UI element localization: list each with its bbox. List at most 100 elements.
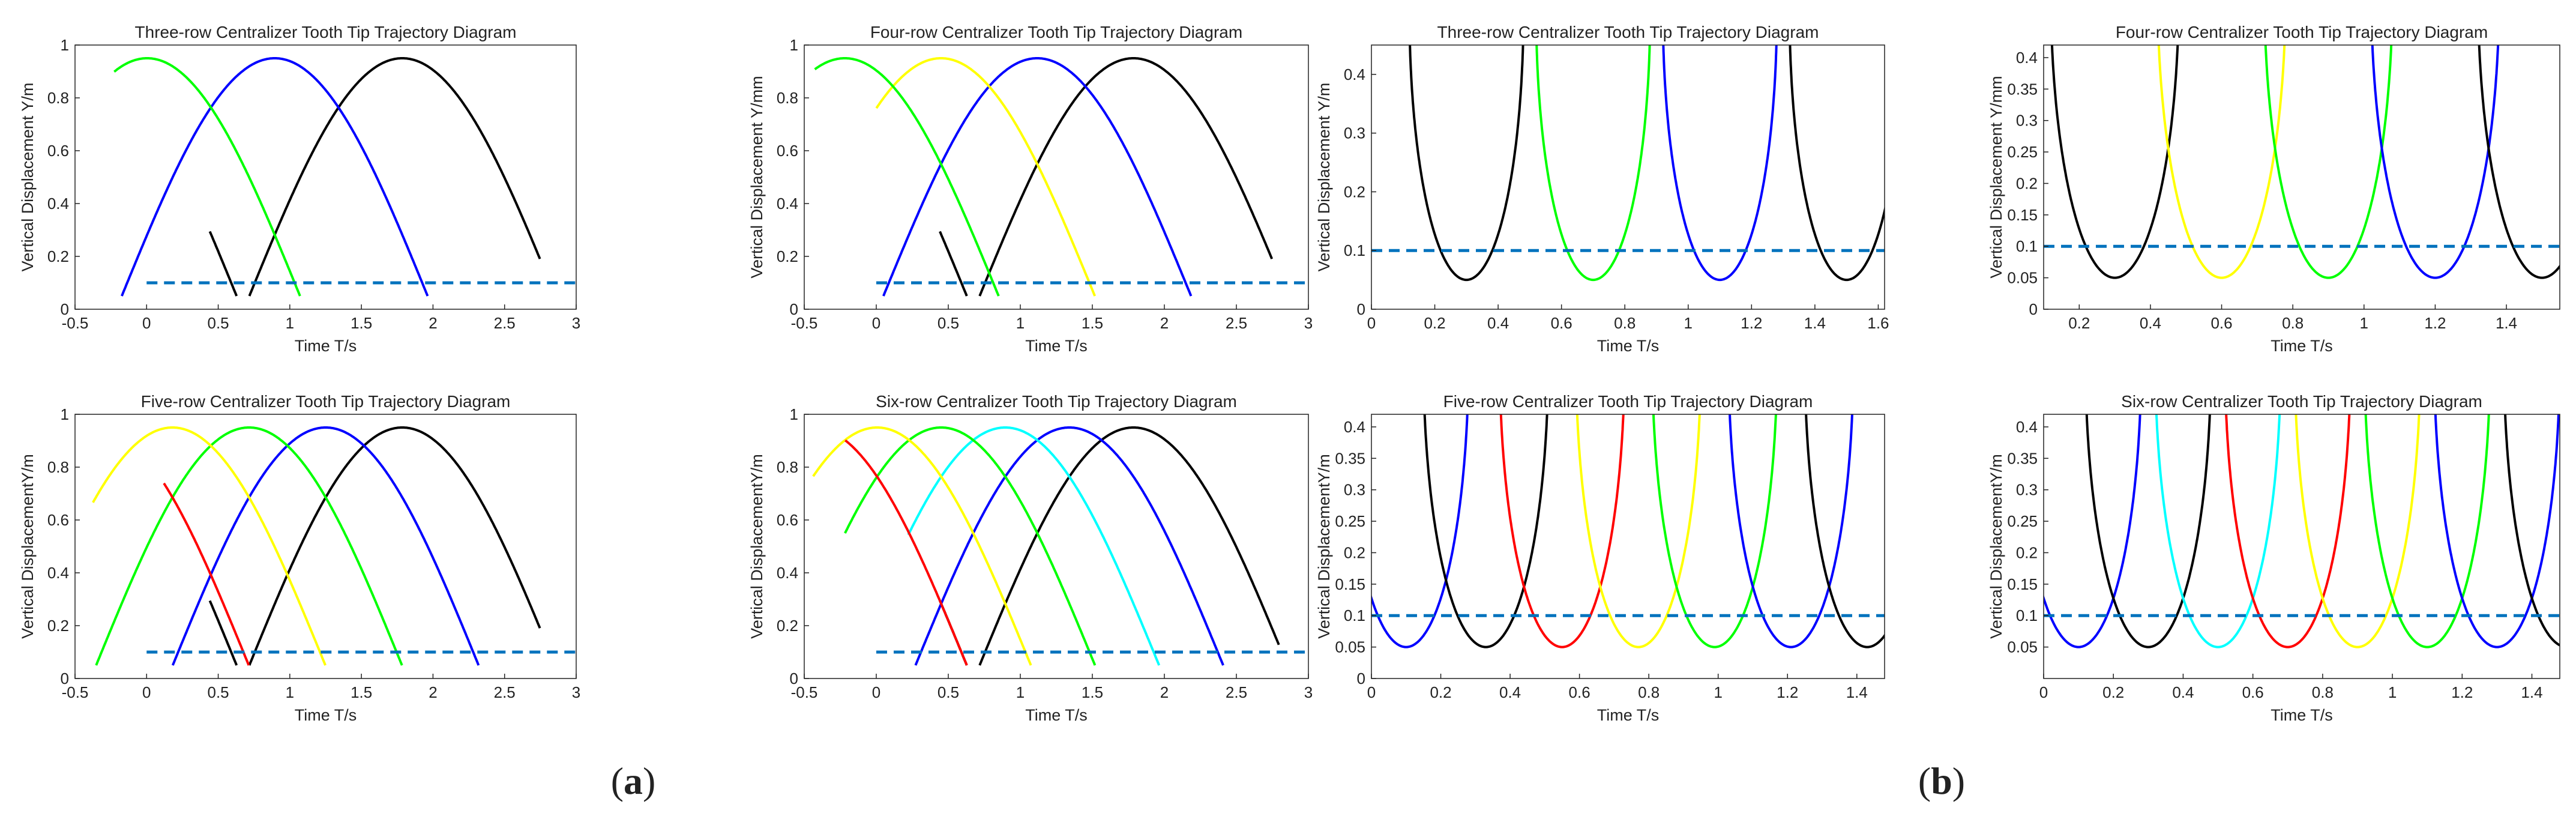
panel-label-a: (a) bbox=[611, 760, 656, 802]
y-tick-label: 0.3 bbox=[1344, 481, 1365, 499]
x-tick-label: 1 bbox=[1714, 683, 1722, 701]
trajectory-loop bbox=[2434, 414, 2560, 648]
x-tick-label: 1 bbox=[1016, 683, 1025, 701]
y-tick-label: 0.25 bbox=[2007, 512, 2038, 530]
x-tick-label: 0.5 bbox=[207, 314, 229, 332]
series-black-arc bbox=[208, 231, 238, 297]
axes-box bbox=[74, 44, 577, 310]
trajectory-loop bbox=[1662, 45, 1778, 282]
y-tick-label: 0 bbox=[790, 669, 798, 688]
series-blue-arc bbox=[882, 57, 1193, 297]
axes-box bbox=[804, 44, 1309, 310]
y-tick-label: 0.15 bbox=[2007, 575, 2038, 593]
x-axis-label: Time T/s bbox=[2271, 337, 2333, 355]
y-tick-label: 0.05 bbox=[1335, 638, 1365, 656]
x-tick-label: 1.2 bbox=[1741, 314, 1762, 332]
chart-title: Four-row Centralizer Tooth Tip Trajector… bbox=[2116, 23, 2488, 41]
y-tick-label: 0.15 bbox=[1335, 575, 1365, 593]
x-tick-label: 1 bbox=[2388, 683, 2397, 701]
y-tick-label: 0.3 bbox=[2016, 481, 2038, 499]
series-blue-arc bbox=[121, 57, 429, 297]
y-tick-label: 0.3 bbox=[1344, 124, 1365, 142]
x-tick-label: 0.8 bbox=[1638, 683, 1660, 701]
x-tick-label: 2 bbox=[1160, 683, 1169, 701]
plot-area bbox=[113, 57, 576, 297]
trajectory-loop bbox=[2157, 45, 2286, 279]
trajectory-loop bbox=[2085, 414, 2211, 648]
x-tick-label: 1.4 bbox=[1846, 683, 1868, 701]
y-tick-label: 1 bbox=[790, 36, 798, 54]
series-black-arc bbox=[978, 426, 1280, 666]
x-tick-label: 3 bbox=[572, 683, 580, 701]
x-tick-label: 0.6 bbox=[1551, 314, 1572, 332]
x-tick-label: 0.5 bbox=[937, 683, 959, 701]
y-tick-label: 0 bbox=[1357, 669, 1365, 688]
trajectory-loop bbox=[2225, 414, 2351, 648]
trajectory-loop bbox=[1499, 414, 1625, 648]
y-axis-label: Vertical Displacement Y/m bbox=[1315, 83, 1333, 272]
y-tick-label: 0 bbox=[2029, 300, 2038, 318]
y-tick-label: 0 bbox=[61, 669, 69, 688]
x-axis-label: Time T/s bbox=[1597, 706, 1660, 724]
chart-b-6: Five-row Centralizer Tooth Tip Trajector… bbox=[1315, 392, 1885, 724]
y-tick-label: 0.2 bbox=[1344, 183, 1365, 201]
y-tick-label: 0.4 bbox=[2016, 49, 2038, 67]
x-tick-label: 0 bbox=[142, 314, 151, 332]
x-tick-label: 0.6 bbox=[2242, 683, 2264, 701]
x-tick-label: 1.5 bbox=[351, 314, 372, 332]
y-tick-label: 0.4 bbox=[47, 195, 69, 213]
x-tick-label: 0.8 bbox=[2282, 314, 2304, 332]
trajectory-loop bbox=[2264, 45, 2393, 279]
axes-box bbox=[804, 414, 1309, 679]
trajectory-loop bbox=[2504, 414, 2560, 647]
y-tick-label: 0.1 bbox=[2016, 237, 2038, 255]
trajectory-loop bbox=[1535, 45, 1651, 282]
y-tick-label: 0.8 bbox=[47, 458, 69, 476]
x-tick-label: -0.5 bbox=[791, 314, 818, 332]
x-tick-label: 0.5 bbox=[207, 683, 229, 701]
x-tick-label: 1 bbox=[286, 314, 294, 332]
chart-title: Six-row Centralizer Tooth Tip Trajectory… bbox=[876, 392, 1237, 411]
y-tick-label: 0.8 bbox=[47, 89, 69, 107]
plot-area bbox=[1371, 45, 1885, 282]
x-tick-label: 1 bbox=[286, 683, 294, 701]
panel-label-b: (b) bbox=[1918, 760, 1965, 802]
plot-area bbox=[92, 426, 576, 666]
axes-box bbox=[74, 414, 577, 679]
y-axis-label: Vertical Displacement Y/mm bbox=[1987, 76, 2005, 278]
x-tick-label: -0.5 bbox=[791, 683, 818, 701]
chart-a-0: Three-row Centralizer Tooth Tip Trajecto… bbox=[19, 23, 580, 355]
series-red-arc bbox=[163, 482, 250, 666]
series-cyan-arc bbox=[907, 426, 1161, 666]
x-tick-label: 2 bbox=[429, 683, 437, 701]
y-tick-label: 0.4 bbox=[1344, 65, 1365, 83]
chart-title: Three-row Centralizer Tooth Tip Trajecto… bbox=[135, 23, 517, 41]
y-tick-label: 0.2 bbox=[777, 247, 798, 265]
series-blue-arc bbox=[171, 426, 480, 666]
chart-b-7: Six-row Centralizer Tooth Tip Trajectory… bbox=[1987, 392, 2560, 724]
x-tick-label: 2.5 bbox=[494, 683, 516, 701]
y-tick-label: 0.35 bbox=[1335, 449, 1365, 467]
x-tick-label: 2 bbox=[429, 314, 437, 332]
trajectory-loop bbox=[2044, 414, 2141, 648]
x-tick-label: 0 bbox=[872, 683, 880, 701]
x-tick-label: 0.2 bbox=[2068, 314, 2090, 332]
y-tick-label: 0.35 bbox=[2007, 449, 2038, 467]
x-tick-label: 2.5 bbox=[494, 314, 516, 332]
x-tick-label: -0.5 bbox=[62, 314, 89, 332]
trajectory-loop bbox=[1575, 414, 1701, 648]
x-tick-label: 3 bbox=[1304, 314, 1313, 332]
series-yellow-arc bbox=[875, 57, 1097, 297]
x-tick-label: 1.5 bbox=[1082, 314, 1103, 332]
y-tick-label: 0.6 bbox=[47, 511, 69, 529]
x-tick-label: 1.4 bbox=[2496, 314, 2517, 332]
x-tick-label: 0.8 bbox=[1614, 314, 1636, 332]
x-axis-label: Time T/s bbox=[295, 337, 357, 355]
y-tick-label: 0.3 bbox=[2016, 112, 2038, 130]
x-tick-label: 0.6 bbox=[1569, 683, 1590, 701]
chart-title: Six-row Centralizer Tooth Tip Trajectory… bbox=[2121, 392, 2482, 411]
series-black-arc bbox=[248, 426, 541, 666]
y-axis-label: Vertical DisplacementY/m bbox=[1315, 454, 1333, 639]
y-axis-label: Vertical DisplacementY/m bbox=[19, 454, 37, 639]
x-tick-label: 0.2 bbox=[2102, 683, 2124, 701]
